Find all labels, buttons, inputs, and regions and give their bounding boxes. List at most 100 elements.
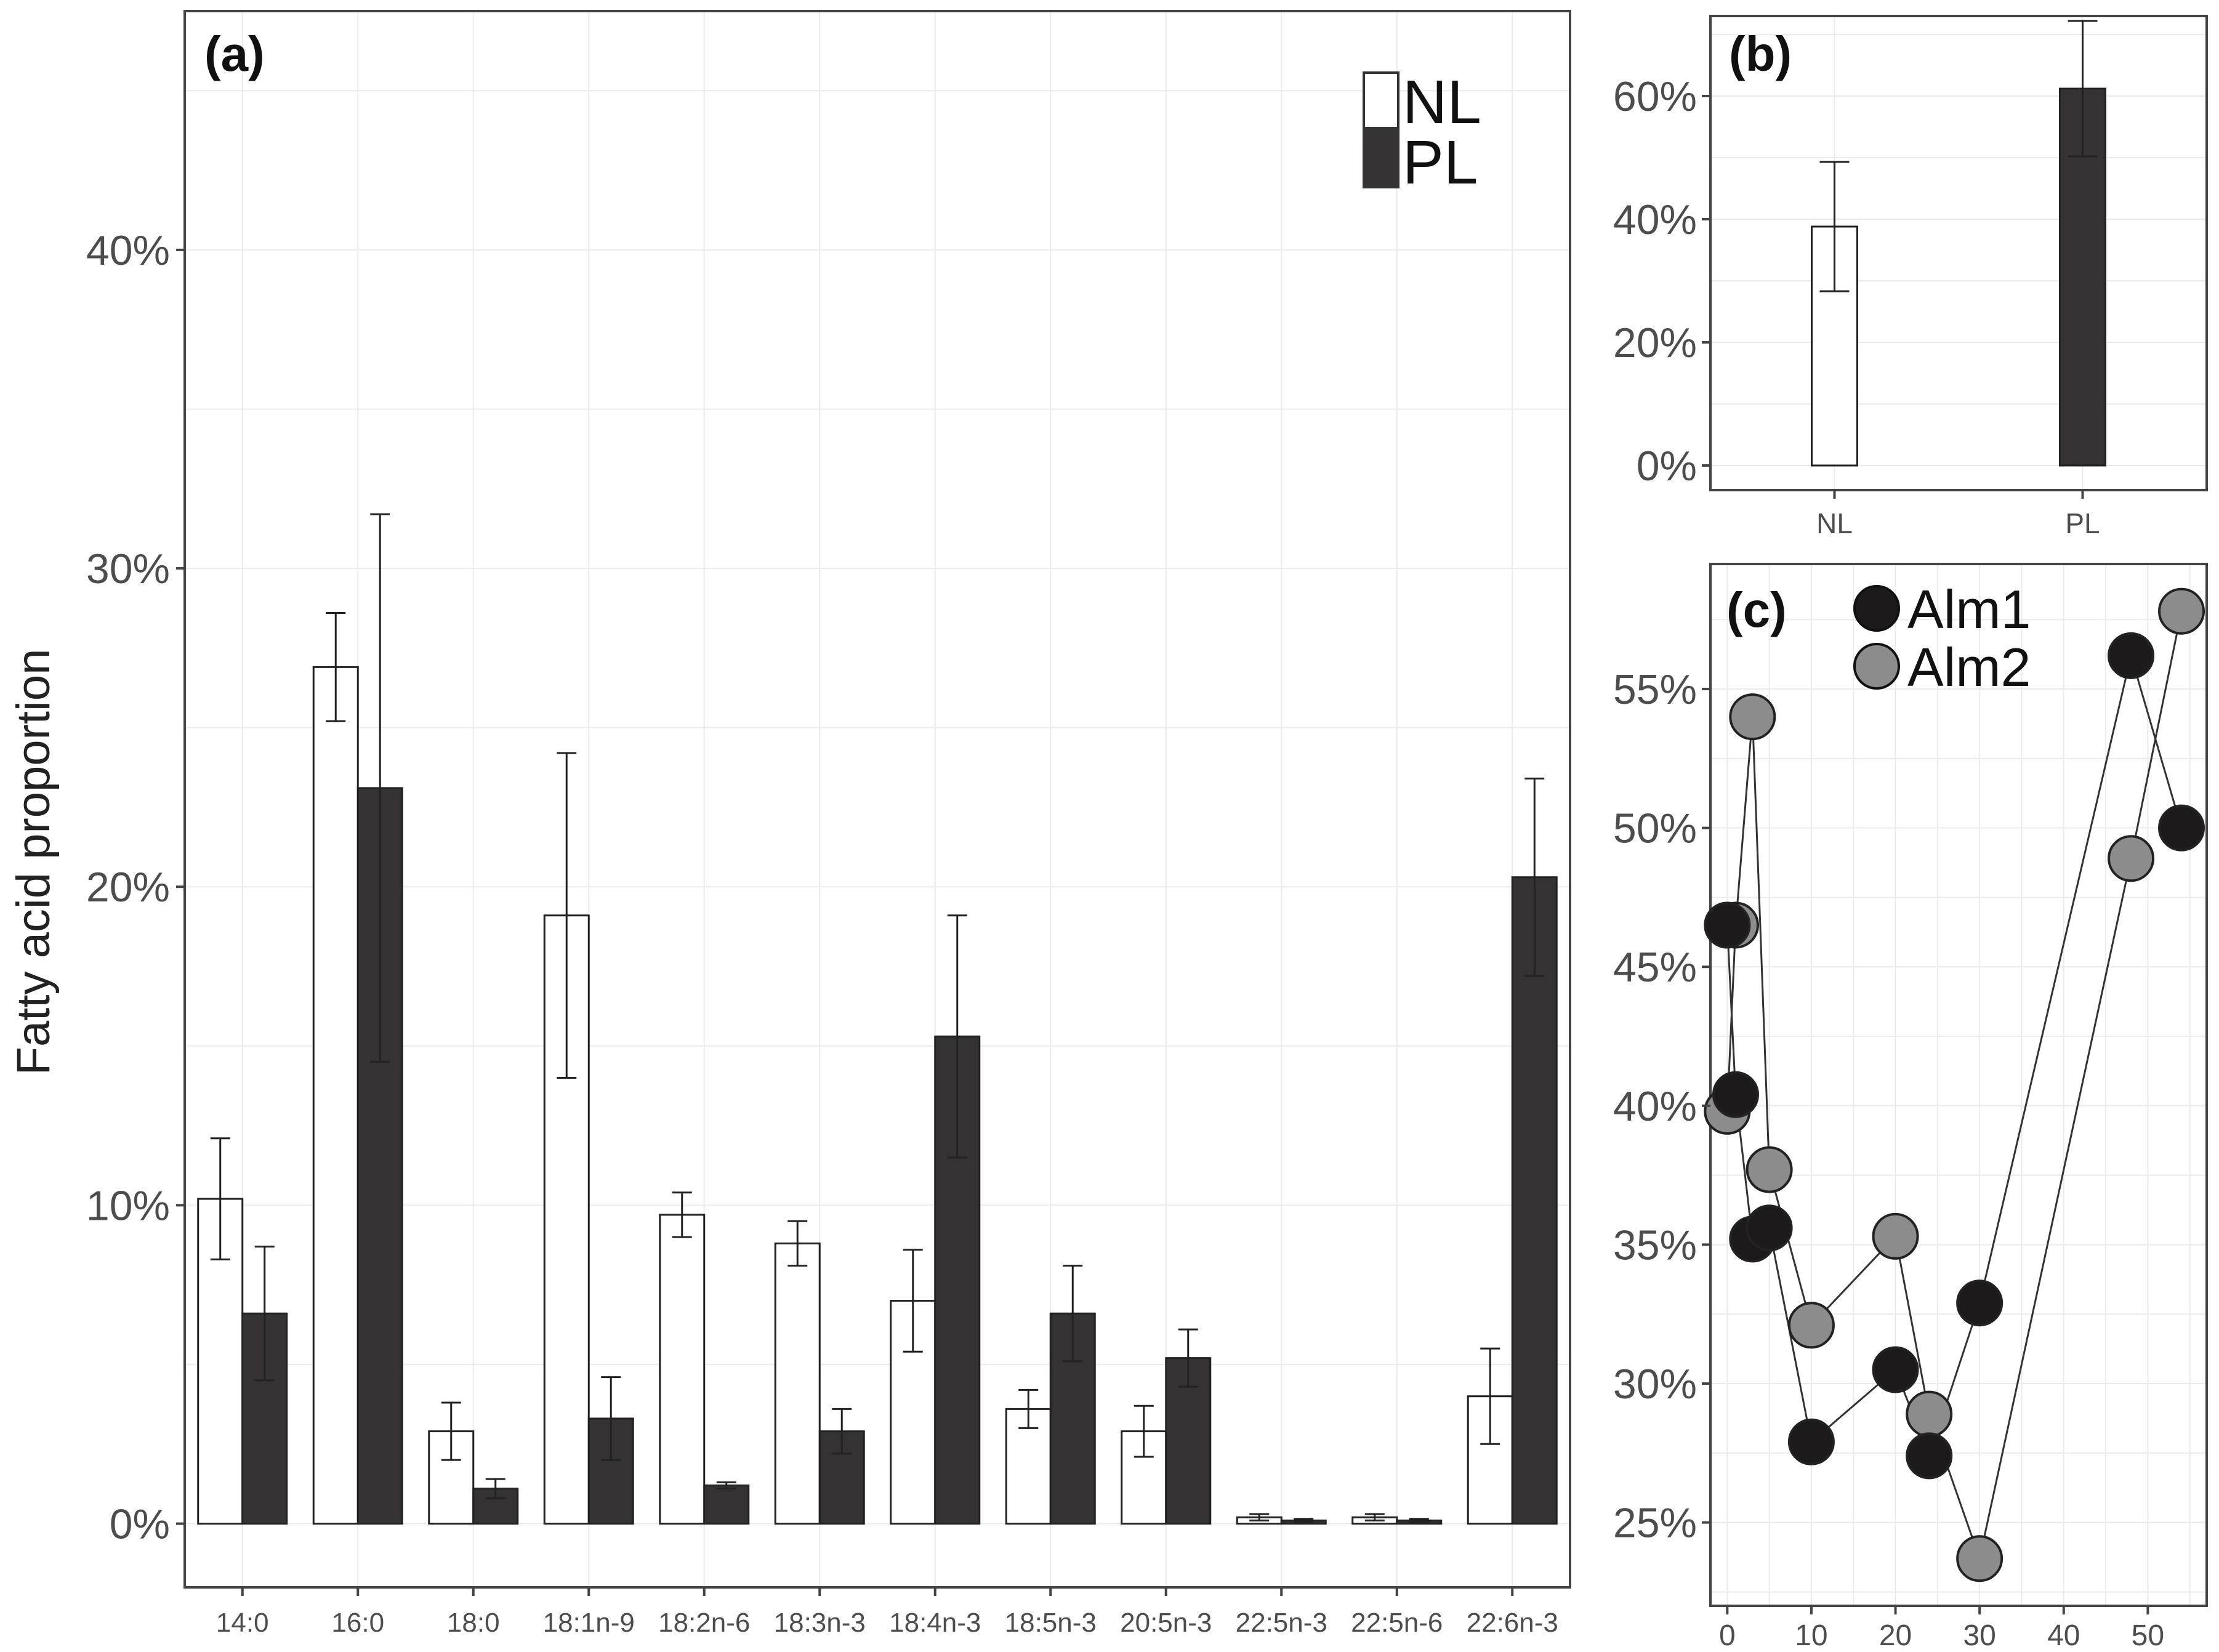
point-alm1-1 — [1712, 1071, 1759, 1118]
errorbar-pl-16-0 — [370, 513, 390, 1063]
point-alm2-9 — [2158, 587, 2205, 635]
panel-b-frame — [1709, 15, 2208, 491]
errorbar-nl-22-5n-6 — [1364, 1513, 1385, 1521]
point-alm1-9 — [2158, 804, 2205, 852]
y-tick-label: 40% — [86, 227, 170, 274]
y-tick-label: 0% — [1637, 443, 1697, 490]
x-tick-label-nl: NL — [1816, 507, 1853, 539]
errorbar-pl-18-5n-3 — [1063, 1265, 1083, 1363]
errorbar-pl-22-5n-6 — [1409, 1518, 1429, 1523]
errorbar-pl-22-6n-3 — [1524, 777, 1545, 977]
bar-nl-22-6n-3 — [1467, 1395, 1513, 1525]
panel-b-y-axis: 0% 20% 40% 60% — [1613, 73, 1710, 490]
line-alm1 — [1726, 652, 2183, 1459]
errorbar-nl-20-5n-3 — [1134, 1404, 1154, 1458]
errorbar-nl-18-1n-9 — [557, 752, 577, 1079]
y-tick-label: 25% — [1613, 1500, 1697, 1547]
y-tick-label: 30% — [1613, 1361, 1697, 1408]
panel-c-points — [1704, 587, 2205, 1582]
point-alm2-6 — [1906, 1390, 1953, 1438]
legend-label-alm1: Alm1 — [1907, 579, 2031, 640]
y-tick-label: 55% — [1613, 666, 1697, 713]
point-alm1-6 — [1906, 1432, 1953, 1480]
x-tick-label: 40 — [2047, 1619, 2080, 1652]
errorbar-nl — [1819, 161, 1850, 292]
x-tick-label-18-4n-3: 18:4n-3 — [889, 1608, 981, 1638]
x-tick-label-16-0: 16:0 — [331, 1608, 384, 1638]
legend-marker-alm2 — [1853, 643, 1900, 690]
point-alm2-7 — [1956, 1535, 2004, 1582]
panel-c: 25% 30% 35% 40% 45% 50% 55% 0 10 20 30 40 50 (c) Al… — [1613, 563, 2208, 1652]
legend-marker-alm1 — [1853, 585, 1900, 632]
x-tick-label-18-2n-6: 18:2n-6 — [658, 1608, 750, 1638]
x-tick-label: 10 — [1795, 1619, 1827, 1652]
y-tick-label: 40% — [1613, 1083, 1697, 1130]
point-alm1-0 — [1704, 901, 1751, 949]
panel-c-legend: Alm1 Alm2 — [1853, 579, 2031, 698]
panel-a-x-axis: 14:0 16:0 18:0 18:1n-9 18:2n-6 18:3n-3 18:4n-3… — [216, 1587, 1558, 1638]
point-alm1-8 — [2108, 632, 2155, 679]
bar-nl-18-2n-6 — [659, 1214, 706, 1525]
point-alm2-2 — [1729, 693, 1776, 741]
legend-swatch-pl — [1363, 129, 1399, 188]
y-tick-label: 20% — [86, 864, 170, 911]
panel-b-label: (b) — [1729, 26, 1792, 81]
y-tick-label: 20% — [1613, 320, 1697, 366]
point-alm1-7 — [1956, 1279, 2004, 1327]
errorbar-pl-18-1n-9 — [601, 1376, 621, 1461]
panel-b-gridlines — [1710, 16, 2207, 490]
errorbar-nl-16-0 — [326, 611, 346, 722]
y-tick-label: 30% — [86, 546, 170, 592]
panel-a-bars — [197, 513, 1558, 1525]
point-alm1-5 — [1872, 1346, 1919, 1393]
x-tick-label-22-5n-3: 22:5n-3 — [1236, 1608, 1327, 1638]
panel-a-label: (a) — [204, 26, 265, 81]
bar-pl-22-6n-3 — [1511, 876, 1558, 1525]
point-alm2-8 — [2108, 835, 2155, 882]
errorbar-pl-18-4n-3 — [947, 914, 967, 1159]
errorbar-pl-18-3n-3 — [832, 1408, 852, 1455]
point-alm2-5 — [1872, 1212, 1919, 1260]
point-alm1-3 — [1746, 1204, 1793, 1252]
panel-a-legend: NL PL — [1363, 68, 1481, 197]
errorbar-nl-22-6n-3 — [1480, 1347, 1500, 1445]
x-tick-label-22-5n-6: 22:5n-6 — [1351, 1608, 1443, 1638]
y-tick-label: 60% — [1613, 73, 1697, 120]
y-tick-label: 35% — [1613, 1222, 1697, 1268]
y-tick-label: 0% — [110, 1501, 170, 1548]
panel-c-gridlines — [1710, 564, 2207, 1606]
point-alm2-4 — [1787, 1302, 1835, 1349]
x-tick-label-18-3n-3: 18:3n-3 — [774, 1608, 866, 1638]
errorbar-nl-18-5n-3 — [1018, 1388, 1039, 1429]
bar-nl-16-0 — [312, 666, 359, 1525]
x-tick-label: 20 — [1879, 1619, 1912, 1652]
y-tick-label: 50% — [1613, 805, 1697, 852]
errorbar-nl-18-4n-3 — [903, 1249, 923, 1353]
x-tick-label-18-5n-3: 18:5n-3 — [1005, 1608, 1097, 1638]
legend-label-pl: PL — [1403, 128, 1478, 197]
x-tick-label-pl: PL — [2065, 507, 2100, 539]
panel-a-y-axis-title: Fatty acid proportion — [7, 649, 60, 1076]
bar-pl-18-2n-6 — [703, 1485, 750, 1525]
x-tick-label-18-1n-9: 18:1n-9 — [543, 1608, 635, 1638]
errorbar-nl-18-3n-3 — [787, 1220, 808, 1267]
errorbar-nl-14-0 — [210, 1137, 230, 1260]
point-alm2-3 — [1746, 1146, 1793, 1193]
errorbar-pl-18-2n-6 — [716, 1481, 736, 1490]
legend-label-alm2: Alm2 — [1907, 637, 2031, 698]
y-tick-label: 40% — [1613, 196, 1697, 243]
errorbar-pl-22-5n-3 — [1294, 1518, 1314, 1523]
legend-swatch-nl — [1363, 71, 1399, 129]
panel-b: 0% 20% 40% 60% NL PL (b) — [1613, 15, 2208, 539]
x-tick-label-22-6n-3: 22:6n-3 — [1467, 1608, 1558, 1638]
x-tick-label-18-0: 18:0 — [447, 1608, 500, 1638]
errorbar-pl — [2068, 20, 2098, 158]
errorbar-pl-14-0 — [254, 1246, 275, 1382]
y-tick-label: 45% — [1613, 944, 1697, 991]
x-tick-label: 50 — [2132, 1619, 2164, 1652]
line-alm2 — [1726, 611, 2183, 1562]
panel-c-frame — [1709, 563, 2208, 1607]
panel-c-lines — [1726, 611, 2183, 1562]
x-tick-label-20-5n-3: 20:5n-3 — [1120, 1608, 1212, 1638]
errorbar-nl-18-0 — [441, 1401, 461, 1461]
